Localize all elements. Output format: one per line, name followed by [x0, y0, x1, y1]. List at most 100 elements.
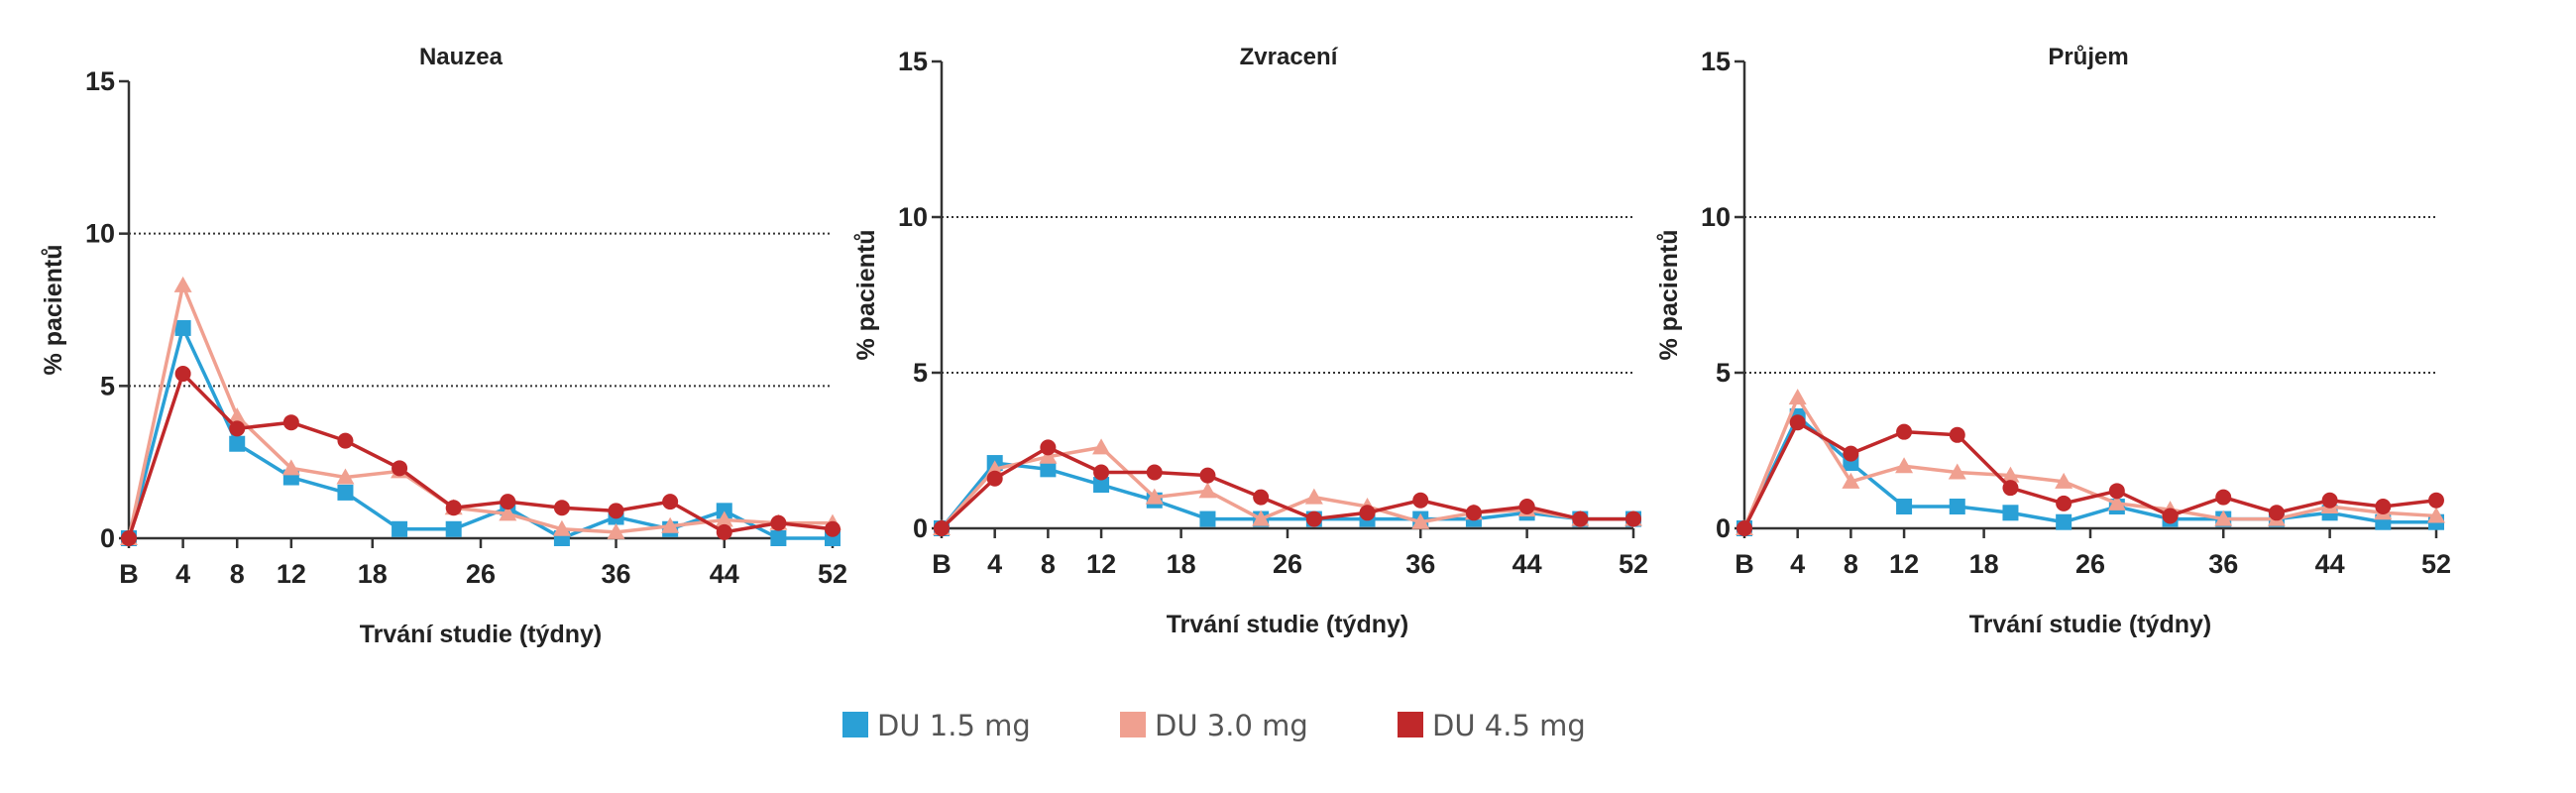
data-point — [662, 494, 679, 510]
chart-title: Nauzea — [419, 44, 504, 70]
data-point — [500, 494, 516, 510]
series-line — [127, 283, 833, 539]
data-point — [661, 516, 680, 533]
y-tick-label: 5 — [913, 358, 928, 388]
data-point — [229, 420, 246, 437]
x-tick-label: 44 — [710, 559, 739, 589]
data-point — [1040, 439, 1057, 456]
x-tick-label: 52 — [2421, 549, 2451, 579]
y-tick-label: 10 — [85, 219, 115, 249]
data-point — [1146, 464, 1163, 481]
data-point — [174, 319, 191, 336]
chart-panel-3: Průjem 0 5 10 15 B 4 8 12 18 26 36 44 52 Trvání studie… — [1655, 44, 2451, 638]
data-point — [608, 503, 624, 519]
data-point — [2056, 513, 2072, 530]
data-point — [553, 500, 570, 516]
data-point — [337, 432, 354, 449]
data-point — [228, 407, 247, 424]
x-tick-label: 12 — [1086, 549, 1116, 579]
data-point — [499, 505, 517, 521]
legend-swatch — [842, 712, 868, 737]
x-tick-label: 4 — [1790, 549, 1805, 579]
y-tick-label: 15 — [1701, 47, 1731, 76]
series-du-4-5-mg — [934, 439, 1641, 536]
y-axis-label: % pacientů — [852, 230, 880, 361]
x-axis-label: Trvání studie (týdny) — [1167, 611, 1408, 638]
data-point — [173, 276, 192, 292]
x-tick-label: 52 — [818, 559, 847, 589]
data-point — [1359, 505, 1376, 521]
data-point — [1092, 438, 1111, 455]
data-point — [1789, 414, 1806, 431]
data-point — [1949, 499, 1965, 515]
data-point — [1039, 447, 1058, 464]
data-point — [1625, 510, 1641, 527]
data-point — [1788, 389, 1807, 405]
data-point — [2108, 483, 2125, 500]
data-point — [1736, 520, 1752, 536]
series-line — [940, 461, 1633, 530]
data-point — [1465, 505, 1482, 521]
y-tick-label: 0 — [1716, 513, 1731, 543]
series-line — [940, 445, 1633, 530]
x-tick-label: 18 — [358, 559, 388, 589]
data-point — [1145, 488, 1164, 505]
x-tick-label: 44 — [2315, 549, 2345, 579]
series-line — [127, 326, 833, 540]
data-point — [121, 530, 137, 546]
x-tick-label: 26 — [466, 559, 496, 589]
series-line — [1742, 414, 2436, 529]
data-point — [1572, 510, 1589, 527]
data-point — [281, 459, 300, 476]
data-point — [2002, 480, 2019, 497]
data-point — [2268, 505, 2285, 521]
x-tick-label: 36 — [1405, 549, 1435, 579]
data-point — [1896, 499, 1913, 515]
data-point — [2002, 505, 2019, 521]
x-tick-label: 36 — [2208, 549, 2238, 579]
data-point — [552, 519, 571, 536]
x-tick-label: 26 — [1273, 549, 1302, 579]
legend-label: DU 1.5 mg — [877, 709, 1031, 742]
data-point — [2214, 510, 2233, 526]
x-tick-label: 44 — [1512, 549, 1542, 579]
series-line — [127, 372, 834, 539]
data-point — [1896, 423, 1913, 440]
data-point — [2055, 472, 2073, 489]
data-point — [1252, 510, 1271, 526]
data-point — [2056, 495, 2072, 511]
legend-label: DU 3.0 mg — [1155, 709, 1308, 742]
x-tick-label: B — [119, 559, 139, 589]
data-point — [174, 366, 191, 383]
data-point — [1412, 492, 1429, 509]
x-tick-label: 12 — [277, 559, 306, 589]
y-axis-label: % pacientů — [40, 245, 67, 376]
series-du-1-5-mg — [1736, 407, 2444, 536]
data-point — [770, 530, 787, 546]
x-tick-label: B — [1735, 549, 1754, 579]
data-point — [1093, 477, 1110, 494]
data-point — [2428, 492, 2444, 509]
data-point — [1198, 482, 1217, 499]
data-point — [607, 522, 625, 539]
data-point — [392, 520, 408, 537]
series-line — [1742, 420, 2437, 529]
chart-panel-2: Zvracení 0 5 10 15 B 4 8 12 18 26 36 44 52 Trvání stud… — [852, 44, 1648, 638]
x-tick-label: 8 — [1844, 549, 1858, 579]
data-point — [337, 484, 354, 501]
data-point — [2215, 489, 2232, 506]
data-point — [2162, 508, 2179, 524]
data-point — [770, 514, 787, 531]
x-tick-label: B — [932, 549, 952, 579]
y-tick-label: 5 — [1716, 358, 1731, 388]
data-point — [2107, 494, 2126, 510]
data-point — [1199, 510, 1216, 527]
data-point — [282, 414, 299, 431]
data-point — [715, 510, 733, 527]
x-tick-label: 4 — [175, 559, 190, 589]
data-point — [1304, 488, 1323, 505]
series-du-4-5-mg — [1736, 414, 2444, 536]
data-point — [1949, 426, 1965, 443]
data-point — [2001, 466, 2020, 483]
x-tick-label: 12 — [1889, 549, 1919, 579]
